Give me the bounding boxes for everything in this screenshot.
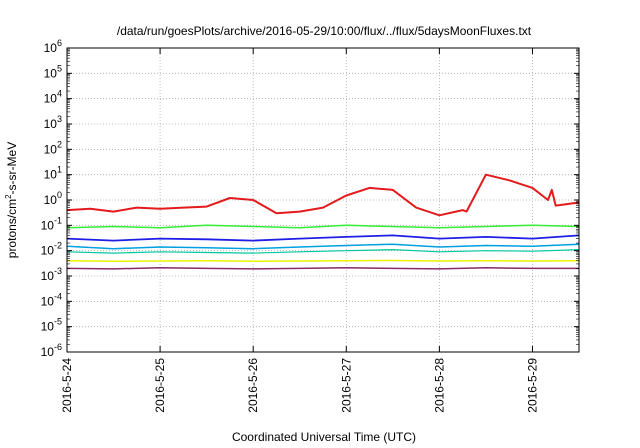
chart-title: /data/run/goesPlots/archive/2016-05-29/1…: [117, 24, 532, 38]
y-tick-label: 102: [44, 139, 62, 156]
x-tick-label: 2016-5-24: [60, 358, 74, 413]
series-line-4: [66, 243, 580, 250]
x-axis: 2016-5-24 2016-5-25 2016-5-26 2016-5-27 2016…: [60, 48, 539, 413]
y-tick-label: 100: [44, 190, 62, 207]
series-line-1: [66, 173, 580, 217]
series-line-2: [66, 224, 580, 229]
y-axis-label: protons/cm2-s-sr-MeV: [4, 142, 19, 258]
y-tick-label: 103: [44, 114, 62, 131]
x-axis-label: Coordinated Universal Time (UTC): [232, 430, 416, 444]
x-tick-label: 2016-5-25: [153, 358, 167, 413]
y-axis: 10-6 10-5 10-4 10-3 10-2 10-1 100 101 102 103 104 1…: [41, 38, 579, 359]
series-line-6: [66, 259, 580, 263]
y-tick-label: 105: [44, 63, 62, 80]
y-tick-label: 104: [44, 89, 62, 106]
series-line-3: [66, 234, 580, 242]
y-tick-label: 10-3: [41, 266, 62, 283]
series-line-5: [66, 249, 580, 254]
y-tick-label: 10-5: [41, 317, 62, 334]
y-tick-label: 106: [44, 38, 62, 55]
series-group: [66, 173, 580, 270]
x-tick-label: 2016-5-28: [432, 358, 446, 413]
y-tick-label: 10-2: [41, 241, 62, 258]
y-tick-label: 10-4: [41, 291, 62, 308]
x-tick-label: 2016-5-26: [246, 358, 260, 413]
x-tick-label: 2016-5-29: [525, 358, 539, 413]
grid-lines: [66, 48, 579, 352]
y-tick-label: 101: [44, 165, 62, 182]
x-tick-label: 2016-5-27: [339, 358, 353, 413]
y-tick-label: 10-6: [41, 342, 62, 359]
y-tick-label: 10-1: [41, 215, 62, 232]
series-line-7: [66, 267, 579, 270]
